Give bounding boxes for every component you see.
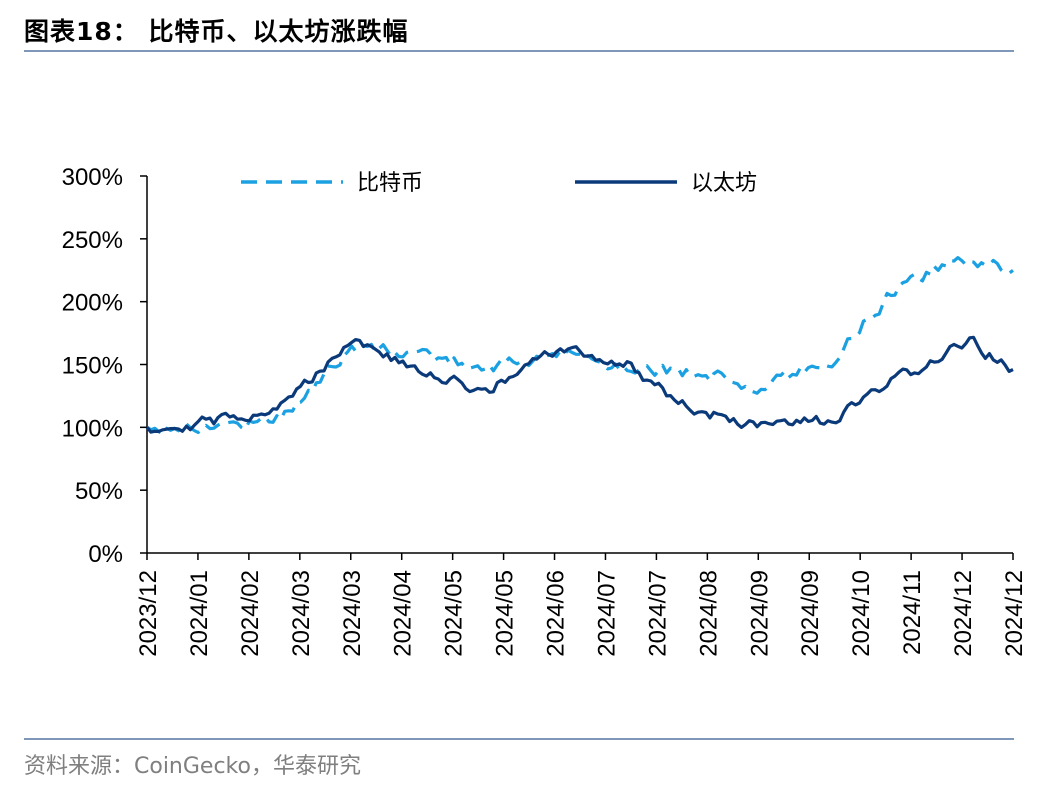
x-tick-label: 2024/09 (797, 570, 824, 657)
x-tick-label: 2024/03 (339, 570, 366, 657)
x-tick-label: 2024/09 (746, 570, 773, 657)
x-tick-label: 2024/07 (593, 570, 620, 657)
y-tick-label: 0% (88, 541, 123, 568)
y-tick-label: 250% (62, 227, 123, 254)
x-tick-label: 2024/05 (492, 570, 519, 657)
y-tick-label: 50% (75, 478, 123, 505)
x-tick-label: 2024/12 (950, 570, 977, 657)
x-tick-label: 2024/10 (848, 570, 875, 657)
x-tick-label: 2023/12 (135, 570, 162, 657)
series-line-ethereum (145, 335, 1014, 434)
y-tick-label: 200% (62, 290, 123, 317)
chart-axes: 0% 50% 100% 150% 200% 250% 300% 2023/12 2024/01 2… (62, 164, 1028, 657)
x-tick-label: 2024/12 (1001, 570, 1028, 657)
source-note: 资料来源：CoinGecko，华泰研究 (24, 754, 361, 779)
chart-series (145, 256, 1014, 436)
x-tick-label: 2024/07 (644, 570, 671, 657)
title-divider (24, 50, 1014, 52)
series-line-bitcoin (146, 256, 1014, 436)
x-tick-label: 2024/04 (390, 570, 417, 657)
legend-label: 以太坊 (691, 171, 757, 196)
x-tick-label: 2024/02 (237, 570, 264, 657)
x-tick-label: 2024/06 (543, 570, 570, 657)
x-tick-label: 2024/03 (288, 570, 315, 657)
x-tick-label: 2024/11 (899, 570, 926, 655)
y-tick-label: 100% (62, 415, 123, 442)
figure-title: 图表18： 比特币、以太坊涨跌幅 (24, 17, 409, 46)
chart-legend: 比特币 以太坊 (241, 171, 757, 196)
legend-label: 比特币 (357, 171, 423, 196)
x-tick-label: 2024/05 (441, 570, 468, 657)
x-tick-label: 2024/08 (695, 570, 722, 657)
y-tick-label: 150% (62, 353, 123, 380)
y-tick-label: 300% (62, 164, 123, 191)
x-tick-label: 2024/01 (186, 570, 213, 657)
source-divider (24, 738, 1014, 740)
